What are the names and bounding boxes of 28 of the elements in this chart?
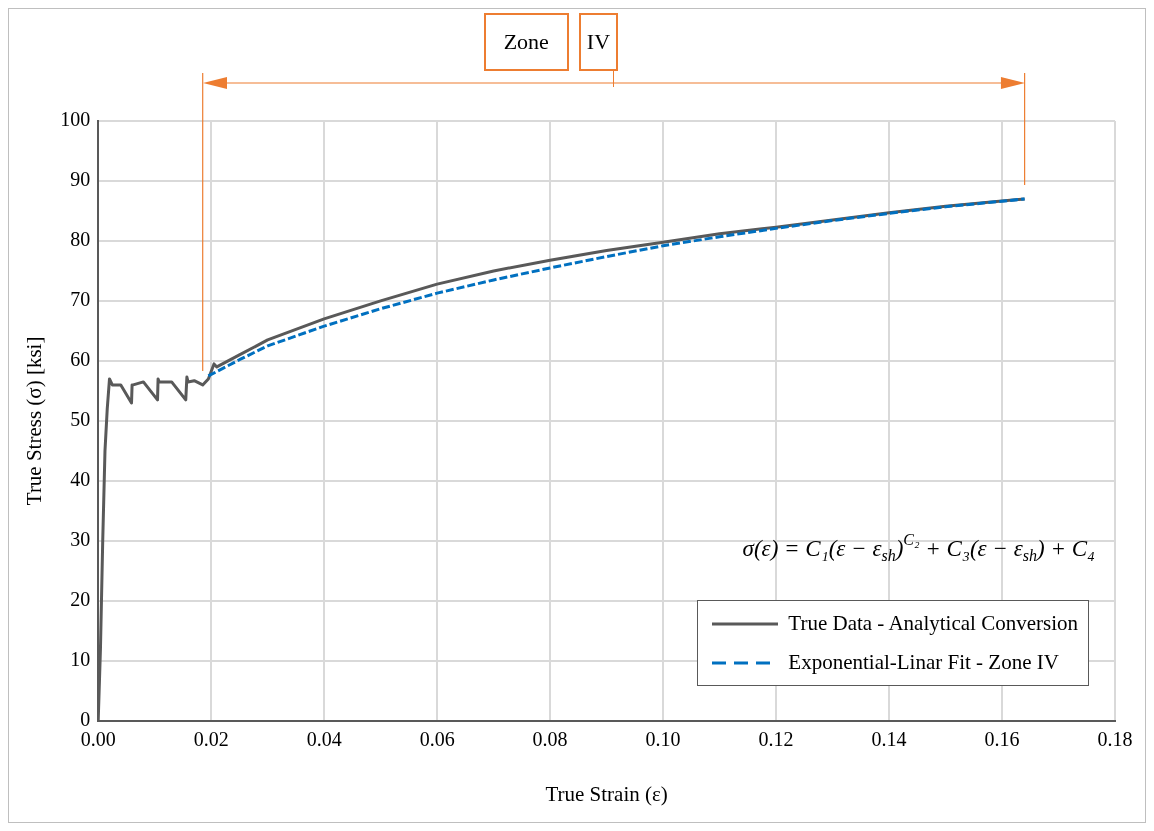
x-tick-label: 0.14	[871, 728, 907, 751]
x-tick-label: 0.18	[1097, 728, 1133, 751]
y-tick-label: 50	[70, 408, 91, 431]
y-tick-label: 20	[70, 588, 91, 611]
y-axis-title: True Stress (σ) [ksi]	[22, 336, 47, 506]
x-tick-label: 0.16	[984, 728, 1020, 751]
y-tick-label: 60	[70, 348, 91, 371]
x-tick-label: 0.10	[645, 728, 681, 751]
y-tick-label: 80	[70, 228, 91, 251]
legend-label: Exponential-Linar Fit - Zone IV	[788, 650, 1059, 675]
y-tick-label: 90	[70, 168, 91, 191]
y-tick-label: 40	[70, 468, 91, 491]
x-tick-label: 0.02	[193, 728, 229, 751]
x-tick-label: 0.00	[80, 728, 116, 751]
y-tick-label: 0	[80, 708, 91, 731]
line-series	[206, 197, 1027, 378]
x-tick-label: 0.06	[419, 728, 455, 751]
y-tick-label: 10	[70, 648, 91, 671]
y-tick-label: 30	[70, 528, 91, 551]
x-tick-label: 0.08	[532, 728, 568, 751]
x-tick-label: 0.04	[306, 728, 342, 751]
x-axis-title: True Strain (ε)	[545, 781, 668, 806]
text: IV	[578, 13, 619, 71]
text: Zone	[483, 13, 569, 71]
y-tick-label: 100	[60, 108, 91, 131]
y-tick-label: 70	[70, 288, 91, 311]
legend-label: True Data - Analytical Conversion	[788, 611, 1078, 636]
x-tick-label: 0.12	[758, 728, 794, 751]
